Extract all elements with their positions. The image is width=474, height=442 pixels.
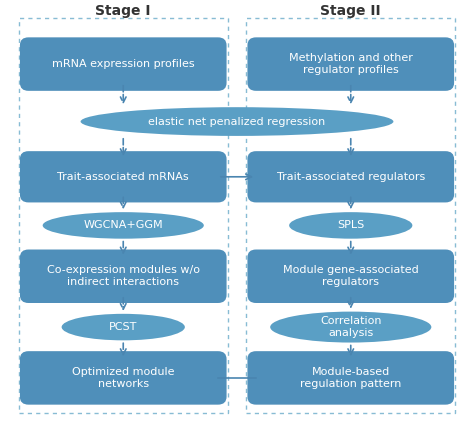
FancyBboxPatch shape [20, 37, 227, 91]
Text: Stage I: Stage I [95, 4, 151, 18]
Text: Trait-associated mRNAs: Trait-associated mRNAs [57, 172, 189, 182]
Text: Co-expression modules w/o
indirect interactions: Co-expression modules w/o indirect inter… [47, 265, 200, 287]
Text: Trait-associated regulators: Trait-associated regulators [277, 172, 425, 182]
FancyBboxPatch shape [247, 249, 454, 303]
Ellipse shape [81, 107, 393, 136]
FancyBboxPatch shape [247, 151, 454, 202]
Text: SPLS: SPLS [337, 221, 365, 230]
FancyBboxPatch shape [20, 351, 227, 405]
Text: Correlation
analysis: Correlation analysis [320, 316, 382, 338]
Text: Optimized module
networks: Optimized module networks [72, 367, 174, 389]
Ellipse shape [270, 312, 431, 343]
Text: PCST: PCST [109, 322, 137, 332]
FancyBboxPatch shape [247, 37, 454, 91]
Text: Module gene-associated
regulators: Module gene-associated regulators [283, 265, 419, 287]
Text: Stage II: Stage II [320, 4, 381, 18]
Text: mRNA expression profiles: mRNA expression profiles [52, 59, 194, 69]
FancyBboxPatch shape [20, 249, 227, 303]
Ellipse shape [62, 314, 185, 340]
Text: Methylation and other
regulator profiles: Methylation and other regulator profiles [289, 53, 413, 75]
FancyBboxPatch shape [247, 351, 454, 405]
Ellipse shape [43, 212, 204, 239]
Text: Module-based
regulation pattern: Module-based regulation pattern [300, 367, 401, 389]
Text: elastic net penalized regression: elastic net penalized regression [148, 117, 326, 126]
Ellipse shape [289, 212, 412, 239]
Text: WGCNA+GGM: WGCNA+GGM [83, 221, 163, 230]
FancyBboxPatch shape [20, 151, 227, 202]
